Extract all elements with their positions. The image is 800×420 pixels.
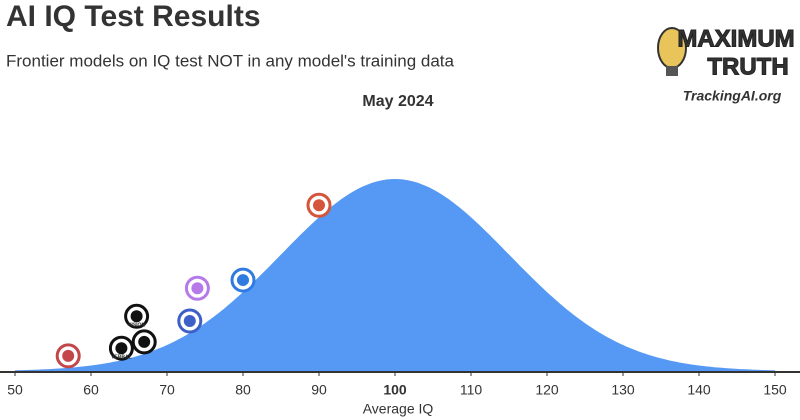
chart-subtitle: Frontier models on IQ test NOT in any mo… [6,51,455,70]
model-marker-core [130,310,143,323]
model-marker-core [138,335,151,348]
model-tag: VISION [128,323,145,329]
x-tick-label: 110 [460,382,483,398]
model-tag: VERBAL [111,355,132,361]
distribution-area [15,179,775,371]
model-marker-core [237,274,249,287]
model-marker-core [62,349,75,362]
chart-title: AI IQ Test Results [6,0,261,33]
x-tick-label: 90 [311,382,327,398]
brand-line1: MAXIMUM [677,25,794,52]
brand-logo: MAXIMUM TRUTH TrackingAI.org [657,25,795,104]
x-tick-label: 130 [611,382,635,398]
bulb-base [666,66,678,76]
x-tick-label: 50 [7,382,23,398]
model-marker-core [313,199,325,212]
model-marker-core [191,282,204,295]
model-marker-core [183,315,196,328]
x-tick-label: 150 [763,382,787,398]
model-marker-core [115,342,128,355]
period: May 2024 [362,93,433,110]
x-tick-label: 60 [83,382,99,398]
x-tick-label: 140 [687,382,711,398]
x-tick-label: 70 [159,382,175,398]
brand-site: TrackingAI.org [683,88,782,104]
x-tick-label: 120 [535,382,559,398]
brand-line2: TRUTH [707,53,788,80]
x-tick-label: 100 [383,382,407,398]
x-tick-label: 80 [235,382,251,398]
x-axis-label: Average IQ [363,401,434,417]
